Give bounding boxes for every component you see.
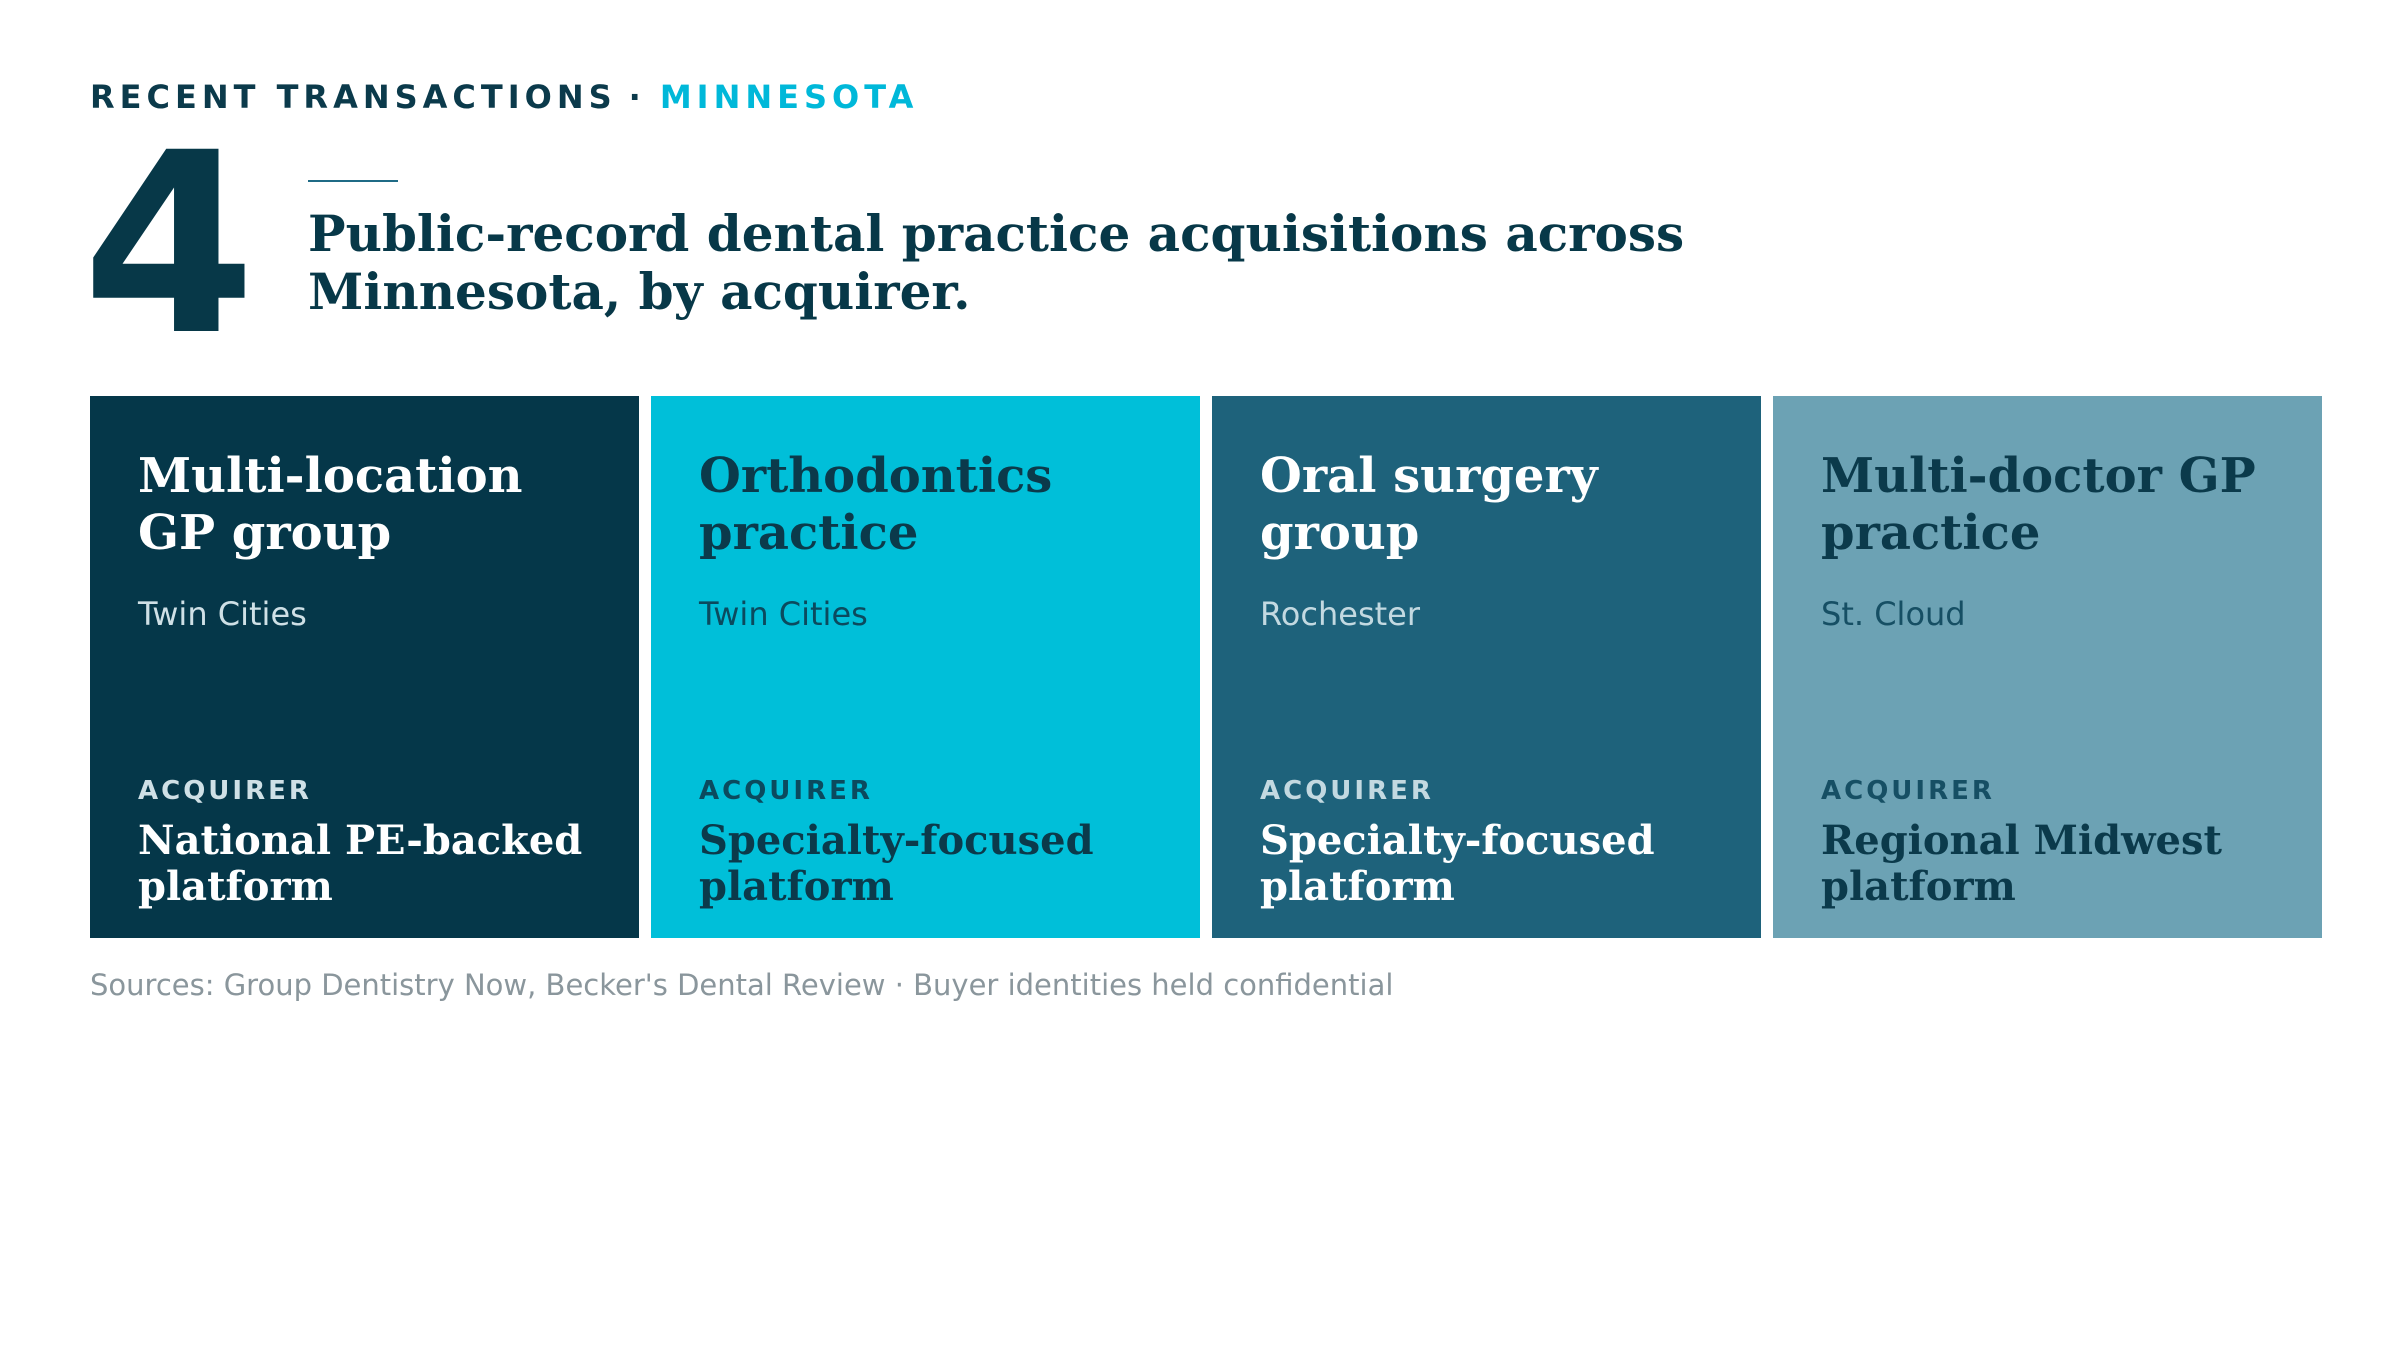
card-location: Twin Cities bbox=[138, 595, 307, 633]
card-location: Rochester bbox=[1260, 595, 1420, 633]
card-acquirer-block: ACQUIRER Specialty-focused platform bbox=[699, 776, 1160, 910]
transaction-card: Multi-doctor GP practice St. Cloud ACQUI… bbox=[1773, 396, 2322, 938]
acquirer-label: ACQUIRER bbox=[1821, 776, 1995, 806]
card-title: Oral surgery group bbox=[1260, 448, 1598, 561]
eyebrow: RECENT TRANSACTIONS · MINNESOTA bbox=[90, 78, 918, 116]
card-acquirer-block: ACQUIRER Regional Midwest platform bbox=[1821, 776, 2282, 910]
eyebrow-region: MINNESOTA bbox=[659, 78, 919, 116]
transaction-cards: Multi-location GP group Twin Cities ACQU… bbox=[90, 396, 2322, 938]
transaction-card: Multi-location GP group Twin Cities ACQU… bbox=[90, 396, 639, 938]
acquirer-name: Regional Midwest platform bbox=[1821, 817, 2222, 910]
acquirer-name: Specialty-focused platform bbox=[1260, 817, 1655, 910]
eyebrow-separator: · bbox=[628, 78, 646, 116]
card-title: Multi-doctor GP practice bbox=[1821, 448, 2256, 561]
card-title: Orthodontics practice bbox=[699, 448, 1053, 561]
card-title: Multi-location GP group bbox=[138, 448, 523, 561]
page-title: Public-record dental practice acquisitio… bbox=[308, 204, 1685, 321]
sources-note: Sources: Group Dentistry Now, Becker's D… bbox=[90, 968, 1394, 1002]
acquirer-name: Specialty-focused platform bbox=[699, 817, 1094, 910]
transaction-card: Oral surgery group Rochester ACQUIRER Sp… bbox=[1212, 396, 1761, 938]
transaction-card: Orthodontics practice Twin Cities ACQUIR… bbox=[651, 396, 1200, 938]
transaction-count: 4 bbox=[82, 99, 256, 390]
acquirer-label: ACQUIRER bbox=[1260, 776, 1434, 806]
card-acquirer-block: ACQUIRER National PE-backed platform bbox=[138, 776, 599, 910]
acquirer-label: ACQUIRER bbox=[138, 776, 312, 806]
acquirer-name: National PE-backed platform bbox=[138, 817, 583, 910]
card-location: Twin Cities bbox=[699, 595, 868, 633]
eyebrow-label: RECENT TRANSACTIONS bbox=[90, 78, 617, 116]
headline-rule bbox=[308, 180, 398, 182]
card-location: St. Cloud bbox=[1821, 595, 1966, 633]
card-acquirer-block: ACQUIRER Specialty-focused platform bbox=[1260, 776, 1721, 910]
acquirer-label: ACQUIRER bbox=[699, 776, 873, 806]
